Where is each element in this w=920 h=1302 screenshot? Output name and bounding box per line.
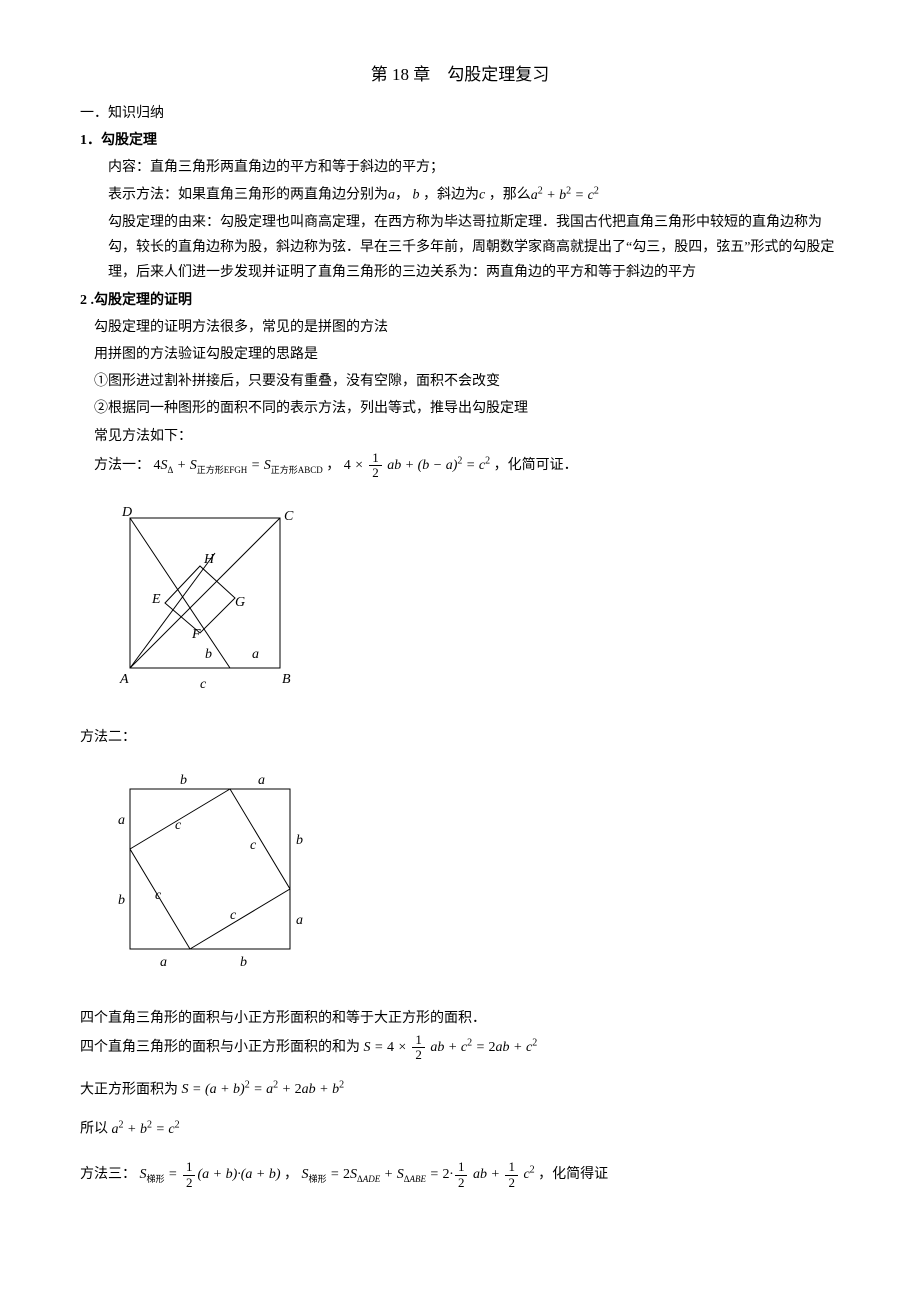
d2-left-a: a: [118, 813, 125, 828]
s2-p3: ①图形进过割补拼接后，只要没有重叠，没有空隙，面积不会改变: [80, 369, 840, 394]
s2-p2: 用拼图的方法验证勾股定理的思路是: [80, 342, 840, 367]
method-2-label: 方法二：: [80, 725, 840, 750]
diagram-2: b a a b b a a b c c c c: [100, 769, 840, 988]
lbl-A: A: [119, 672, 129, 687]
m2-eq1: S = 4 × 12 ab + c2 = 2ab + c2: [364, 1040, 538, 1055]
method-1: 方法一： 4SΔ + S正方形EFGH = S正方形ABCD ， 4 × 12 …: [80, 451, 840, 481]
s2-p1: 勾股定理的证明方法很多，常见的是拼图的方法: [80, 315, 840, 340]
var-b: b: [413, 188, 420, 203]
lbl-c1: c: [200, 677, 207, 692]
d2-c3: c: [155, 888, 162, 903]
subsection-2-head: 2 .勾股定理的证明: [80, 288, 840, 313]
d2-left-b: b: [118, 893, 125, 908]
eq-pythagoras: a2 + b2 = c2: [531, 188, 599, 203]
sub-tx2: 梯形: [309, 1174, 327, 1184]
lbl-D: D: [121, 505, 132, 520]
m3-tail: ，化简得证: [538, 1167, 608, 1182]
m2-eq2: S = (a + b)2 = a2 + 2ab + b2: [182, 1082, 345, 1097]
s1-p3: 勾股定理的由来：勾股定理也叫商高定理，在西方称为毕达哥拉斯定理．我国古代把直角三…: [80, 210, 840, 286]
m1-tail: ，化简可证．: [494, 458, 578, 473]
lbl-B: B: [282, 672, 291, 687]
lbl-H: H: [203, 552, 215, 567]
d2-right-b: b: [296, 833, 303, 848]
lbl-a1: a: [252, 647, 259, 662]
d2-right-a: a: [296, 913, 303, 928]
s2-p5: 常见方法如下：: [80, 424, 840, 449]
s1-p2-pre: 表示方法：如果直角三角形的两直角边分别为: [108, 188, 388, 203]
sub-tx1: 梯形: [147, 1174, 165, 1184]
page-title: 第 18 章 勾股定理复习: [80, 60, 840, 91]
d2-bot-a: a: [160, 955, 167, 970]
mid3: ，那么: [485, 188, 531, 203]
d2-c1: c: [175, 818, 182, 833]
section-1-header: 一．知识归纳: [80, 101, 840, 126]
m2-p4: 所以 a2 + b2 = c2: [80, 1116, 840, 1142]
lbl-E: E: [151, 592, 161, 607]
sub-efgh: 正方形EFGH: [197, 465, 248, 475]
s2-p4: ②根据同一种图形的面积不同的表示方法，列出等式，推导出勾股定理: [80, 396, 840, 421]
diagram-1: D C A B E F G H b a c: [100, 498, 840, 707]
s1-p1: 内容：直角三角形两直角边的平方和等于斜边的平方；: [80, 155, 840, 180]
m1-formula: 4SΔ + S正方形EFGH = S正方形ABCD: [154, 458, 327, 473]
m2-p3: 大正方形面积为 S = (a + b)2 = a2 + 2ab + b2: [80, 1077, 840, 1103]
d2-c2: c: [250, 838, 257, 853]
s1-p2: 表示方法：如果直角三角形的两直角边分别为a， b ，斜边为c ，那么a2 + b…: [80, 182, 840, 208]
d2-top-b: b: [180, 773, 187, 788]
comma1: ，: [395, 188, 409, 203]
lbl-F: F: [191, 627, 201, 642]
lbl-C: C: [284, 509, 294, 524]
lbl-b1: b: [205, 647, 212, 662]
d2-bot-b: b: [240, 955, 247, 970]
m2-eq3: a2 + b2 = c2: [112, 1122, 180, 1137]
m1-formula2: 4 × 12 ab + (b − a)2 = c2: [344, 458, 494, 473]
sub-abcd: 正方形ABCD: [271, 465, 323, 475]
var-a: a: [388, 188, 395, 203]
m2-p3-pre: 大正方形面积为: [80, 1082, 182, 1097]
mid2: ，斜边为: [420, 188, 480, 203]
m2-p4-pre: 所以: [80, 1122, 112, 1137]
m3-eq1: S梯形 = 12(a + b)·(a + b): [140, 1167, 285, 1182]
lbl-G: G: [235, 595, 245, 610]
m2-p2: 四个直角三角形的面积与小正方形面积的和为 S = 4 × 12 ab + c2 …: [80, 1033, 840, 1063]
m3-label: 方法三：: [80, 1167, 136, 1182]
m2-p1: 四个直角三角形的面积与小正方形面积的和等于大正方形的面积．: [80, 1006, 840, 1031]
m3-eq2: S梯形 = 2SΔADE + SΔABE = 2·12 ab + 12 c2: [302, 1167, 539, 1182]
subsection-1-head: 1．勾股定理: [80, 128, 840, 153]
d2-c4: c: [230, 908, 237, 923]
d2-top-a: a: [258, 773, 265, 788]
m2-p2-pre: 四个直角三角形的面积与小正方形面积的和为: [80, 1040, 360, 1055]
method-3: 方法三： S梯形 = 12(a + b)·(a + b) ， S梯形 = 2SΔ…: [80, 1160, 840, 1190]
m1-label: 方法一：: [94, 458, 150, 473]
